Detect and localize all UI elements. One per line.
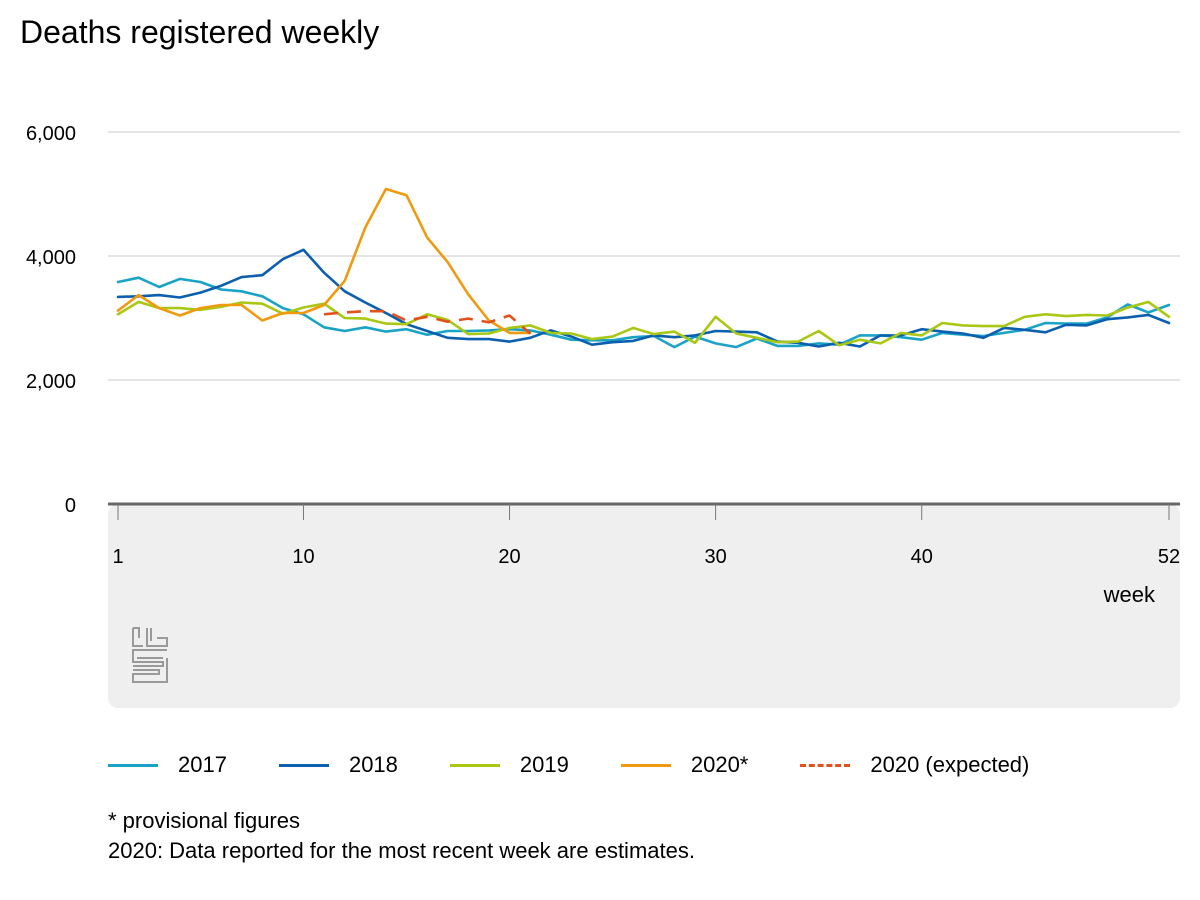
legend-swatch xyxy=(108,763,158,767)
series-line-2020-expected xyxy=(323,309,532,335)
series-line-2019 xyxy=(116,300,1171,347)
legend-swatch xyxy=(449,763,500,767)
series-line-2017 xyxy=(116,276,1171,349)
series-lines xyxy=(116,187,1171,349)
legend-label: 2018 xyxy=(348,752,398,777)
x-tick-label: 20 xyxy=(498,546,520,568)
logo-stroke xyxy=(132,658,168,683)
logo-stroke xyxy=(132,628,143,647)
legend-swatch xyxy=(278,763,329,767)
legend-label: 2017 xyxy=(178,752,227,777)
cbs-logo-icon xyxy=(132,627,168,683)
legend-label: 2019 xyxy=(519,752,569,777)
legend: 2017 2018 2019 2020* 2020 (expected) xyxy=(108,752,1081,778)
x-tick-label: 40 xyxy=(911,546,933,568)
gridlines: 0 2,000 4,000 6,000 xyxy=(26,123,1180,517)
y-tick-label: 4,000 xyxy=(26,247,76,269)
y-tick-label: 2,000 xyxy=(26,371,76,393)
legend-swatch xyxy=(800,763,851,767)
chart-notes: * provisional figures 2020: Data reporte… xyxy=(108,806,695,866)
y-tick-label: 0 xyxy=(65,495,76,517)
x-axis-label: week xyxy=(1103,582,1156,607)
x-tick-label: 52 xyxy=(1158,546,1180,568)
y-tick-label: 6,000 xyxy=(26,123,76,145)
legend-swatch xyxy=(620,763,671,767)
x-tick-label: 10 xyxy=(292,546,314,568)
chart-area: 0 2,000 4,000 6,000 1 10 20 30 40 52 week xyxy=(26,123,1180,708)
legend-label: 2020* xyxy=(690,752,749,777)
axes: 1 10 20 30 40 52 xyxy=(108,502,1180,568)
x-tick-label: 1 xyxy=(112,546,123,568)
estimate-note: 2020: Data reported for the most recent … xyxy=(108,838,695,863)
legend-item: 2017 xyxy=(108,752,227,778)
legend-item: 2018 xyxy=(278,752,398,778)
legend-item: 2020* xyxy=(620,752,749,778)
x-axis-panel xyxy=(108,504,1180,708)
chart-title: Deaths registered weekly xyxy=(20,14,380,50)
legend-label: 2020 (expected) xyxy=(870,752,1030,777)
series-line-2020 xyxy=(116,187,532,335)
logo-stroke xyxy=(133,627,140,638)
line-chart: 0 2,000 4,000 6,000 1 10 20 30 40 52 week xyxy=(26,123,1180,708)
x-tick-label: 30 xyxy=(705,546,727,568)
legend-item: 2019 xyxy=(449,752,569,778)
logo-stroke xyxy=(132,649,167,667)
legend-item: 2020 (expected) xyxy=(800,752,1029,778)
series-line-2018 xyxy=(116,248,1171,348)
provisional-note: * provisional figures xyxy=(108,808,300,833)
logo-stroke xyxy=(146,628,168,647)
